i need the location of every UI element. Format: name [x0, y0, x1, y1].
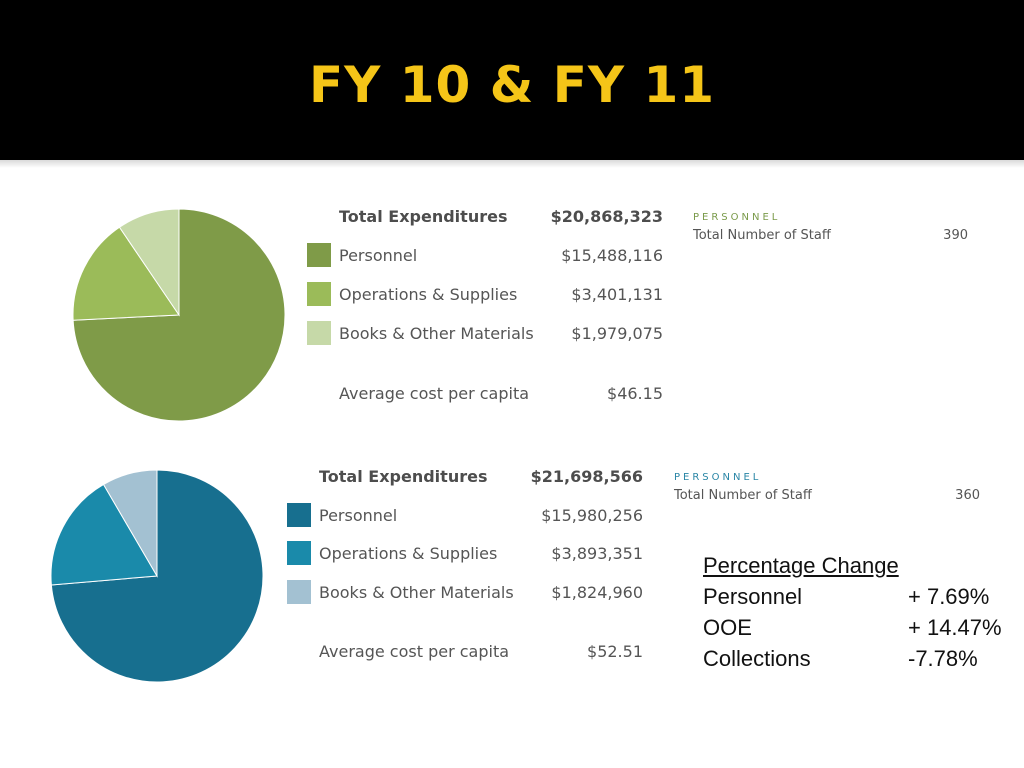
personnel-row: Personnel $15,488,116	[307, 243, 667, 282]
personnel-label: Personnel	[339, 246, 418, 265]
books-value: $1,824,960	[551, 582, 643, 602]
pct-value: + 7.69%	[908, 584, 990, 609]
staff-panel-fy10: PERSONNEL Total Number of Staff 390	[693, 212, 968, 246]
total-expenditures-value: $20,868,323	[550, 207, 663, 226]
staff-row: Total Number of Staff 360	[674, 488, 980, 506]
operations-value: $3,401,131	[571, 285, 663, 304]
operations-value: $3,893,351	[551, 544, 643, 563]
books-label: Books & Other Materials	[339, 324, 534, 343]
staff-label: Total Number of Staff	[674, 488, 812, 503]
average-cost-row: Average cost per capita $46.15	[307, 381, 667, 420]
total-expenditures-label: Total Expenditures	[339, 207, 508, 226]
operations-row: Operations & Supplies $3,893,351	[287, 541, 647, 580]
average-cost-value: $52.51	[587, 642, 643, 661]
pie-chart-fy10	[72, 208, 286, 422]
average-cost-label: Average cost per capita	[339, 384, 530, 403]
pie-slice-operations-supplies	[72, 226, 180, 321]
staff-caption: PERSONNEL	[674, 472, 762, 483]
personnel-value: $15,488,116	[561, 246, 663, 265]
title-bar: FY 10 & FY 11	[0, 0, 1024, 168]
pie-chart-fy11	[50, 469, 264, 683]
slide-title: FY 10 & FY 11	[308, 56, 716, 114]
books-row: Books & Other Materials $1,824,960	[287, 579, 647, 619]
pct-label: Collections	[703, 646, 811, 671]
operations-label: Operations & Supplies	[339, 285, 518, 304]
books-label: Books & Other Materials	[319, 582, 514, 602]
personnel-swatch	[307, 243, 331, 267]
operations-label: Operations & Supplies	[319, 544, 498, 563]
operations-swatch	[287, 541, 311, 565]
personnel-swatch	[287, 502, 311, 527]
pct-label: Personnel	[703, 584, 803, 609]
personnel-row: Personnel $15,980,256	[287, 502, 647, 542]
books-row: Books & Other Materials $1,979,075	[307, 321, 667, 360]
expenditures-table-fy11: Total Expenditures $21,698,566 Personnel…	[287, 464, 647, 678]
staff-value: 360	[955, 488, 980, 503]
pct-row-personnel: Personnel + 7.69%	[703, 584, 1013, 615]
staff-row: Total Number of Staff 390	[693, 228, 968, 246]
staff-panel-fy11: PERSONNEL Total Number of Staff 360	[674, 472, 980, 506]
personnel-value: $15,980,256	[541, 505, 643, 525]
total-expenditures-row: Total Expenditures $21,698,566	[287, 464, 647, 503]
personnel-label: Personnel	[319, 505, 398, 525]
total-expenditures-value: $21,698,566	[530, 467, 643, 486]
books-swatch	[307, 321, 331, 345]
average-cost-value: $46.15	[607, 384, 663, 403]
pct-value: + 14.47%	[908, 615, 1002, 640]
percentage-change-panel: Percentage Change Personnel + 7.69% OOE …	[703, 553, 1013, 677]
pie-slice-books-other-materials	[118, 208, 180, 317]
books-value: $1,979,075	[571, 324, 663, 343]
pct-row-collections: Collections -7.78%	[703, 646, 1013, 677]
percentage-change-title: Percentage Change	[703, 553, 899, 578]
staff-label: Total Number of Staff	[693, 228, 831, 243]
operations-swatch	[307, 282, 331, 306]
books-swatch	[287, 579, 311, 604]
staff-caption: PERSONNEL	[693, 212, 781, 223]
total-expenditures-label: Total Expenditures	[319, 467, 488, 486]
pct-value: -7.78%	[908, 646, 978, 671]
staff-value: 390	[943, 228, 968, 243]
average-cost-label: Average cost per capita	[319, 642, 510, 661]
total-expenditures-row: Total Expenditures $20,868,323	[307, 204, 667, 243]
expenditures-table-fy10: Total Expenditures $20,868,323 Personnel…	[307, 204, 667, 420]
pie-slice-operations-supplies	[50, 483, 158, 586]
pct-row-ooe: OOE + 14.47%	[703, 615, 1013, 646]
pie-slice-books-other-materials	[102, 469, 158, 578]
average-cost-row: Average cost per capita $52.51	[287, 639, 647, 678]
operations-row: Operations & Supplies $3,401,131	[307, 282, 667, 321]
pct-label: OOE	[703, 615, 752, 640]
